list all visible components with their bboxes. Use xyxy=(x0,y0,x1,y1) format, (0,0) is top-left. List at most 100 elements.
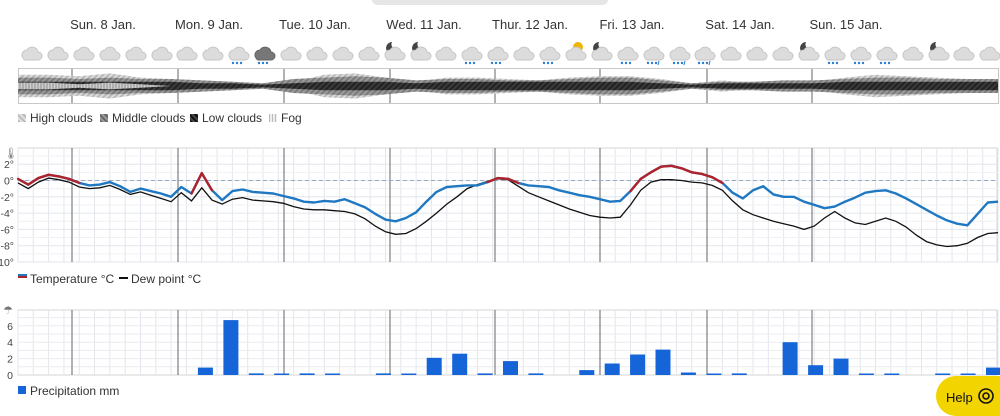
legend-dew-point[interactable]: Dew point °C xyxy=(131,272,201,286)
temperature-above-zero-segment xyxy=(700,172,714,179)
moon-cloud-icon xyxy=(410,42,431,61)
cloud-snow-light-icon xyxy=(228,46,250,65)
middle-clouds-swatch-icon xyxy=(100,114,108,122)
temperature-above-zero-segment xyxy=(710,176,724,185)
legend-temperature[interactable]: Temperature °C xyxy=(30,272,114,286)
moon-cloud-icon xyxy=(928,42,949,61)
high-clouds-swatch-icon xyxy=(18,114,26,122)
precip-ytick-label: 0 xyxy=(7,370,13,382)
cloud-icon xyxy=(176,46,198,61)
precipitation-bar xyxy=(477,373,493,375)
precipitation-bar xyxy=(579,370,595,375)
temp-ytick-label: -4° xyxy=(0,208,14,220)
legend-high-clouds[interactable]: High clouds xyxy=(18,111,93,125)
precipitation-bar xyxy=(274,373,290,375)
legend-label: Middle clouds xyxy=(112,111,186,125)
cloud-icon xyxy=(902,46,924,61)
legend-label: Low clouds xyxy=(202,111,263,125)
legend-low-clouds[interactable]: Low clouds xyxy=(190,111,262,125)
temperature-above-zero-segment xyxy=(200,171,214,192)
cloud-snow-light-icon xyxy=(461,46,483,65)
cloud-icon xyxy=(772,46,794,61)
precipitation-bar xyxy=(426,357,442,375)
cloud-snow-mixed-icon xyxy=(669,46,690,66)
precipitation-bar xyxy=(299,373,315,375)
day-label: Sun. 8 Jan. xyxy=(70,17,136,32)
precipitation-bar xyxy=(731,373,747,375)
precipitation-legend-swatch-icon xyxy=(18,386,26,394)
cloud-snow-light-icon xyxy=(824,46,846,65)
precipitation-bar xyxy=(935,373,951,375)
cloud-icon xyxy=(73,46,95,61)
cloud-snow-light-icon xyxy=(539,46,561,65)
moon-cloud-icon xyxy=(384,42,406,61)
precipitation-bar xyxy=(808,365,824,375)
cloud-icon xyxy=(953,46,975,61)
cloud-icon xyxy=(202,46,224,61)
cloud-icon xyxy=(513,46,535,61)
cloud-snow-light-icon xyxy=(617,46,639,65)
cloud-snow-mixed-icon xyxy=(643,46,665,66)
day-label: Mon. 9 Jan. xyxy=(175,17,243,32)
legend-fog[interactable]: Fog xyxy=(269,111,302,125)
cloud-icon xyxy=(332,46,354,61)
weather-icon-row xyxy=(18,40,1000,66)
precip-ytick-label: 4 xyxy=(7,337,13,349)
temperature-above-zero-segment xyxy=(639,171,653,181)
temperature-above-zero-segment xyxy=(57,175,71,181)
temperature-above-zero-segment xyxy=(680,167,693,174)
day-label: Tue. 10 Jan. xyxy=(279,17,351,32)
cloud-snow-light-icon xyxy=(850,46,872,65)
precipitation-bar xyxy=(858,373,874,375)
cloud-icon xyxy=(306,46,328,61)
temp-ytick-label: 0° xyxy=(4,176,14,188)
day-label: Thur. 12 Jan. xyxy=(492,17,568,32)
temperature-above-zero-segment xyxy=(670,164,683,170)
temperature-above-zero-segment xyxy=(37,173,50,180)
precipitation-bar xyxy=(528,373,544,375)
thermometer-icon: 🌡 xyxy=(4,147,18,160)
precipitation-bar xyxy=(960,373,976,375)
cloud-icon xyxy=(979,46,1000,61)
precipitation-bar xyxy=(401,373,417,375)
temp-ytick-label: -10° xyxy=(0,257,14,269)
precip-ytick-label: 2 xyxy=(7,354,13,366)
fog-swatch-icon xyxy=(269,114,277,122)
cloud-snow-light-icon xyxy=(876,46,898,65)
fog-area xyxy=(18,82,998,90)
precipitation-bar xyxy=(503,361,518,375)
cloud-icon xyxy=(21,46,43,61)
temperature-above-zero-segment xyxy=(27,176,40,186)
temperature-above-zero-segment xyxy=(506,177,520,185)
temperature-above-zero-segment xyxy=(659,164,673,168)
cloud-icon xyxy=(99,46,121,61)
low-clouds-area xyxy=(18,81,998,91)
day-label: Fri. 13 Jan. xyxy=(599,17,665,32)
temperature-above-zero-segment xyxy=(690,171,704,176)
legend-precipitation[interactable]: Precipitation mm xyxy=(30,384,119,398)
legend-middle-clouds[interactable]: Middle clouds xyxy=(100,111,185,125)
temp-ytick-label: -8° xyxy=(0,241,14,253)
moon-cloud-icon xyxy=(591,42,613,61)
cloud-icon xyxy=(746,46,768,61)
temperature-above-zero-segment xyxy=(486,176,499,184)
day-label: Sun. 15 Jan. xyxy=(809,17,883,32)
temp-ytick-label: 2° xyxy=(4,159,14,171)
help-button[interactable]: Help xyxy=(936,376,1000,416)
precipitation-bar xyxy=(452,353,468,375)
cloud-cover-chart xyxy=(18,68,999,104)
precipitation-bar xyxy=(680,372,696,375)
temperature-above-zero-segment xyxy=(67,177,81,185)
temperature-chart: 2° 0° -2° -4° -6° -8° -10° 🌡 Temperature °C De… xyxy=(0,147,999,286)
legend-label: High clouds xyxy=(30,111,93,125)
precipitation-bar xyxy=(986,367,1000,375)
temperature-legend-swatch-icon xyxy=(18,274,27,277)
sun-cloud-icon xyxy=(565,42,587,61)
temp-ytick-label: -6° xyxy=(0,224,14,236)
precipitation-bar xyxy=(706,373,722,375)
cloud-snow-light-icon xyxy=(487,46,509,65)
temperature-above-zero-segment xyxy=(16,177,30,186)
moon-cloud-icon xyxy=(798,42,820,61)
top-tab[interactable] xyxy=(372,0,608,5)
precipitation-bar xyxy=(604,363,620,375)
